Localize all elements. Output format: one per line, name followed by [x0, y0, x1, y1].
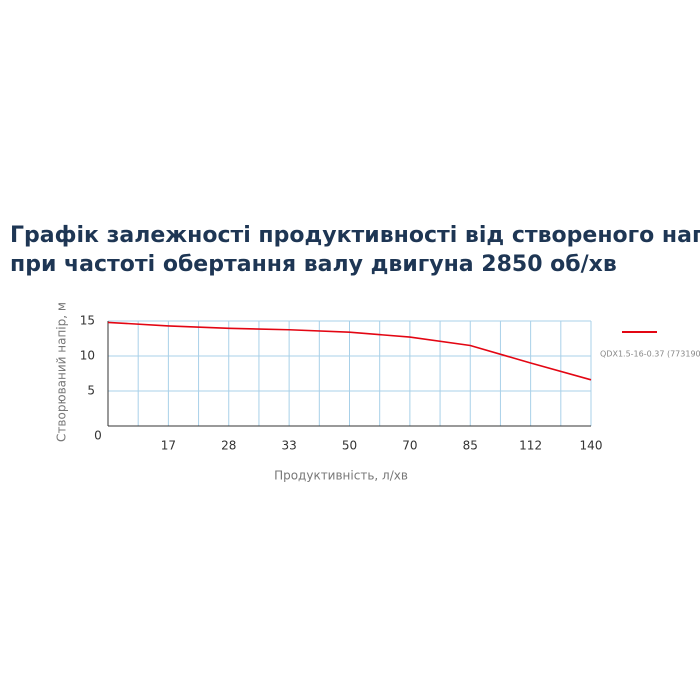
x-tick-label: 17: [161, 439, 176, 453]
chart-title: при частоті обертання валу двигуна 2850 …: [10, 252, 617, 277]
x-tick-label: 50: [342, 439, 357, 453]
x-axis-label: Продуктивність, л/хв: [274, 469, 408, 483]
x-tick-label: 0: [94, 429, 102, 443]
y-tick-label: 5: [87, 384, 95, 398]
chart-title: Графік залежності продуктивності від ств…: [10, 223, 700, 248]
x-tick-label: 85: [463, 439, 478, 453]
y-axis-label: Створюваний напір, м: [55, 302, 69, 442]
legend-label: QDX1.5-16-0.37 (773190): [600, 350, 700, 359]
x-tick-label: 28: [221, 439, 236, 453]
y-tick-label: 15: [80, 314, 95, 328]
series-line: [107, 321, 592, 381]
x-tick-label: 140: [580, 439, 603, 453]
y-tick-label: 10: [80, 349, 95, 363]
x-tick-label: 33: [281, 439, 296, 453]
x-tick-label: 112: [519, 439, 542, 453]
x-tick-label: 70: [402, 439, 417, 453]
